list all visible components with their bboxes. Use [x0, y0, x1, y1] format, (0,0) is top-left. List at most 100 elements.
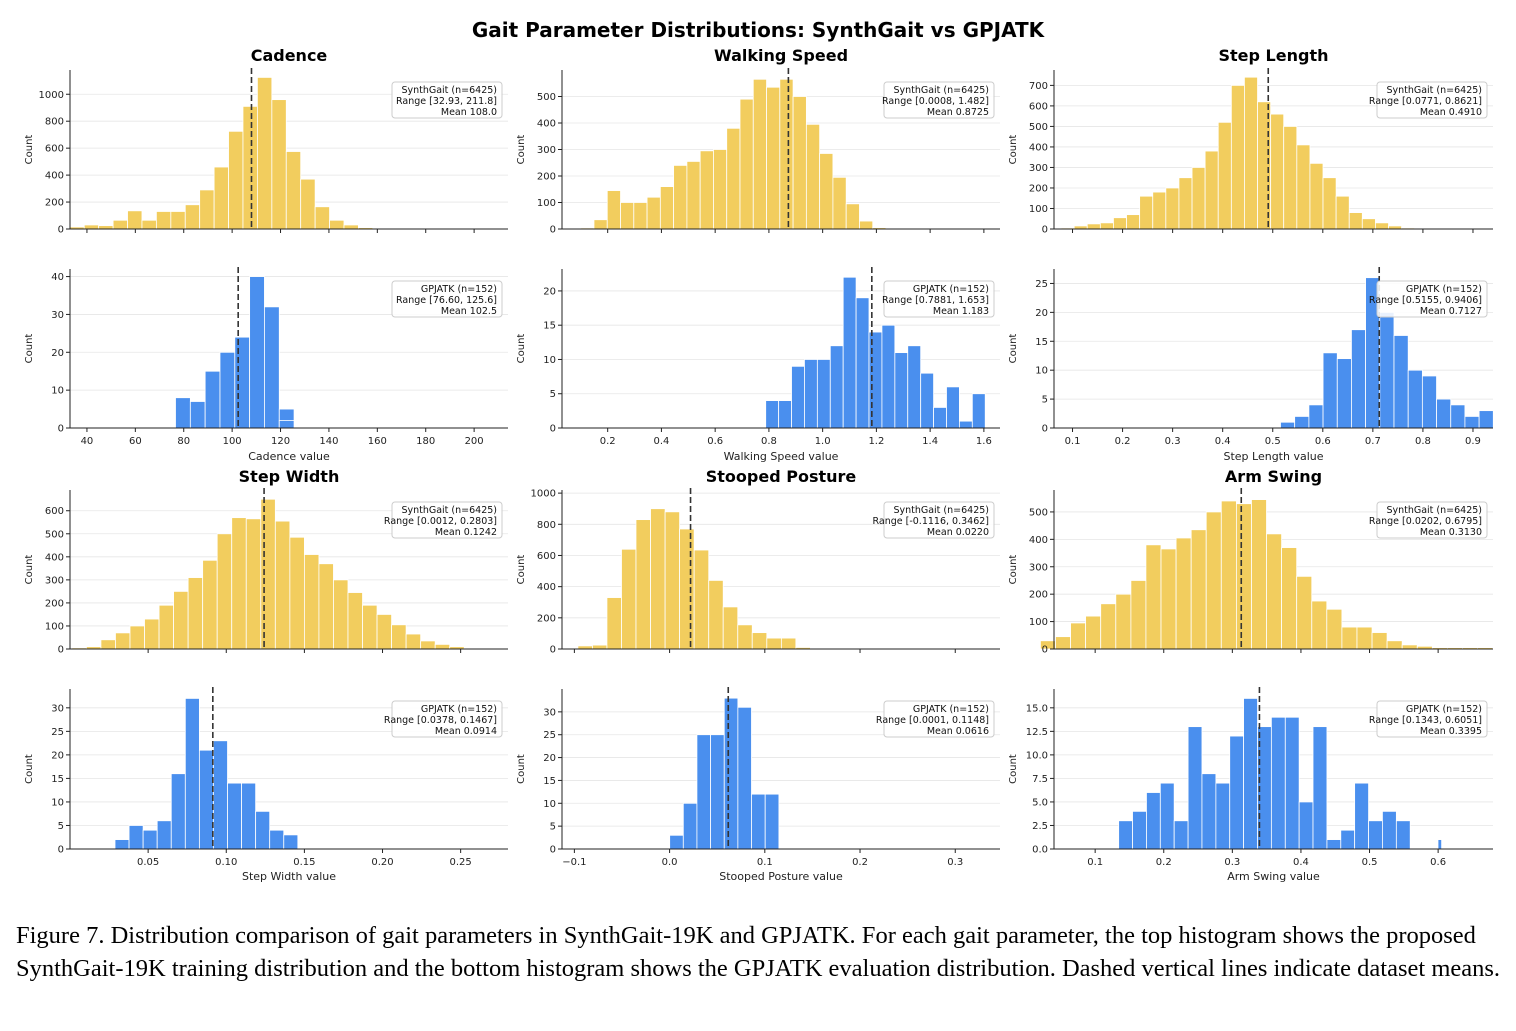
histogram-bar: [1113, 217, 1127, 230]
histogram-bar: [156, 820, 172, 850]
y-tick-label: 7.5: [1032, 774, 1048, 785]
y-tick-label: 10: [1035, 366, 1048, 377]
chart-stooped-posture: Stooped Posture02004006008001000CountSyn…: [516, 467, 1000, 883]
histogram-bar: [1436, 398, 1452, 429]
histogram-bar: [1407, 369, 1423, 429]
histogram-bar: [204, 370, 221, 429]
histogram-bar: [376, 614, 392, 650]
histogram-bar: [227, 782, 242, 850]
histogram-bar: [946, 386, 960, 429]
x-tick-label: 0.8: [1415, 436, 1431, 447]
y-tick-label: 5: [58, 821, 64, 832]
x-tick-label: 180: [416, 436, 435, 447]
x-axis-label: Step Width value: [242, 870, 336, 883]
histogram-bar: [710, 734, 725, 850]
stats-legend-line: Mean 0.0616: [927, 726, 989, 737]
histogram-bar: [1118, 820, 1133, 850]
histogram-bar: [765, 400, 780, 429]
histogram-bar: [933, 407, 947, 429]
chart-title: Cadence: [251, 46, 328, 65]
histogram-bar: [845, 203, 860, 230]
histogram-bar: [1100, 603, 1117, 650]
histogram-bar: [129, 625, 145, 650]
histogram-bar: [1165, 187, 1180, 230]
histogram-bar: [1341, 626, 1358, 650]
y-axis-label: Count: [516, 135, 527, 165]
histogram-bar: [333, 579, 349, 650]
histogram-bar: [1371, 632, 1388, 650]
stats-legend-box: [883, 501, 995, 539]
histogram-bar: [1421, 375, 1437, 429]
histogram-bar: [303, 554, 320, 650]
histogram-bar: [1308, 404, 1324, 429]
chart-title: Step Width: [239, 467, 340, 486]
histogram-bar: [971, 393, 986, 429]
stats-legend-line: Mean 0.4910: [1420, 107, 1482, 118]
x-tick-label: 0.6: [707, 436, 723, 447]
histogram-bar: [420, 640, 436, 650]
histogram-bar: [1296, 144, 1311, 230]
histogram-bar: [1379, 311, 1395, 429]
panel-bottom: 0 5 10 15 20 0.2 0.4 0.6 0.8 1.0 1.2 1.4 1.6 Count GPJ…: [516, 267, 1000, 447]
histogram-bar: [1393, 335, 1409, 429]
chart-title: Stooped Posture: [706, 467, 857, 486]
histogram-bar: [1298, 801, 1314, 850]
histogram-bar: [1312, 726, 1328, 850]
y-tick-label: 30: [543, 707, 556, 718]
x-tick-label: 0.10: [215, 857, 237, 868]
histogram-bar: [1130, 580, 1147, 650]
y-tick-label: 0.0: [1032, 845, 1048, 856]
histogram-bar: [592, 644, 608, 650]
histogram-bar: [1386, 640, 1403, 650]
stats-legend-box: [391, 700, 503, 738]
y-tick-label: 0: [58, 225, 64, 236]
histogram-bar: [621, 548, 637, 650]
y-tick-label: 700: [1029, 81, 1048, 92]
histogram-bar: [1335, 195, 1350, 230]
histogram-bar: [1099, 222, 1114, 230]
histogram-bar: [1205, 511, 1222, 650]
histogram-bar: [1266, 533, 1282, 650]
histogram-bar: [184, 204, 201, 230]
stats-legend-box: [1376, 81, 1488, 119]
stats-legend-line: Range [0.0202, 0.6795]: [1369, 516, 1482, 527]
histogram-bar: [434, 643, 451, 650]
y-tick-label: 400: [45, 171, 64, 182]
histogram-bar: [958, 420, 973, 429]
x-tick-label: 0.25: [450, 857, 472, 868]
histogram-bar: [112, 219, 128, 230]
histogram-bar: [213, 740, 228, 850]
y-tick-label: 500: [1029, 122, 1048, 133]
histogram-bar: [1395, 820, 1411, 850]
histogram-bar: [620, 202, 635, 230]
histogram-bar: [198, 749, 214, 850]
histogram-bar: [249, 276, 265, 429]
histogram-bar: [1243, 698, 1258, 850]
x-tick-label: 0.05: [137, 857, 159, 868]
histogram-bar: [766, 637, 782, 650]
histogram-bar: [907, 345, 922, 429]
histogram-bar: [1178, 177, 1193, 230]
stats-legend-line: Mean 0.7127: [1420, 306, 1482, 317]
y-tick-label: 800: [537, 520, 556, 531]
y-axis-label: Count: [516, 555, 527, 585]
histogram-bar: [699, 150, 714, 230]
histogram-bar: [228, 130, 244, 230]
stats-legend-box: [883, 81, 995, 119]
x-tick-label: 0.1: [1065, 436, 1081, 447]
stats-legend-box: [883, 280, 995, 318]
histogram-bar: [673, 164, 688, 230]
histogram-bar: [1191, 167, 1206, 230]
histogram-bar: [1251, 499, 1267, 650]
x-tick-label: 0.3: [1224, 857, 1240, 868]
histogram-bar: [170, 211, 186, 230]
histogram-bar: [1204, 150, 1219, 230]
x-tick-label: 0.2: [1156, 857, 1172, 868]
chart-walking-speed: Walking Speed0100200300400500CountSynthG…: [516, 46, 1000, 463]
histogram-bar: [1361, 218, 1376, 230]
y-tick-label: 300: [1029, 562, 1048, 573]
x-tick-label: 0.8: [761, 436, 777, 447]
x-tick-label: 0.2: [1115, 436, 1131, 447]
y-tick-label: 0: [58, 645, 64, 656]
y-axis-label: Count: [1008, 754, 1019, 784]
